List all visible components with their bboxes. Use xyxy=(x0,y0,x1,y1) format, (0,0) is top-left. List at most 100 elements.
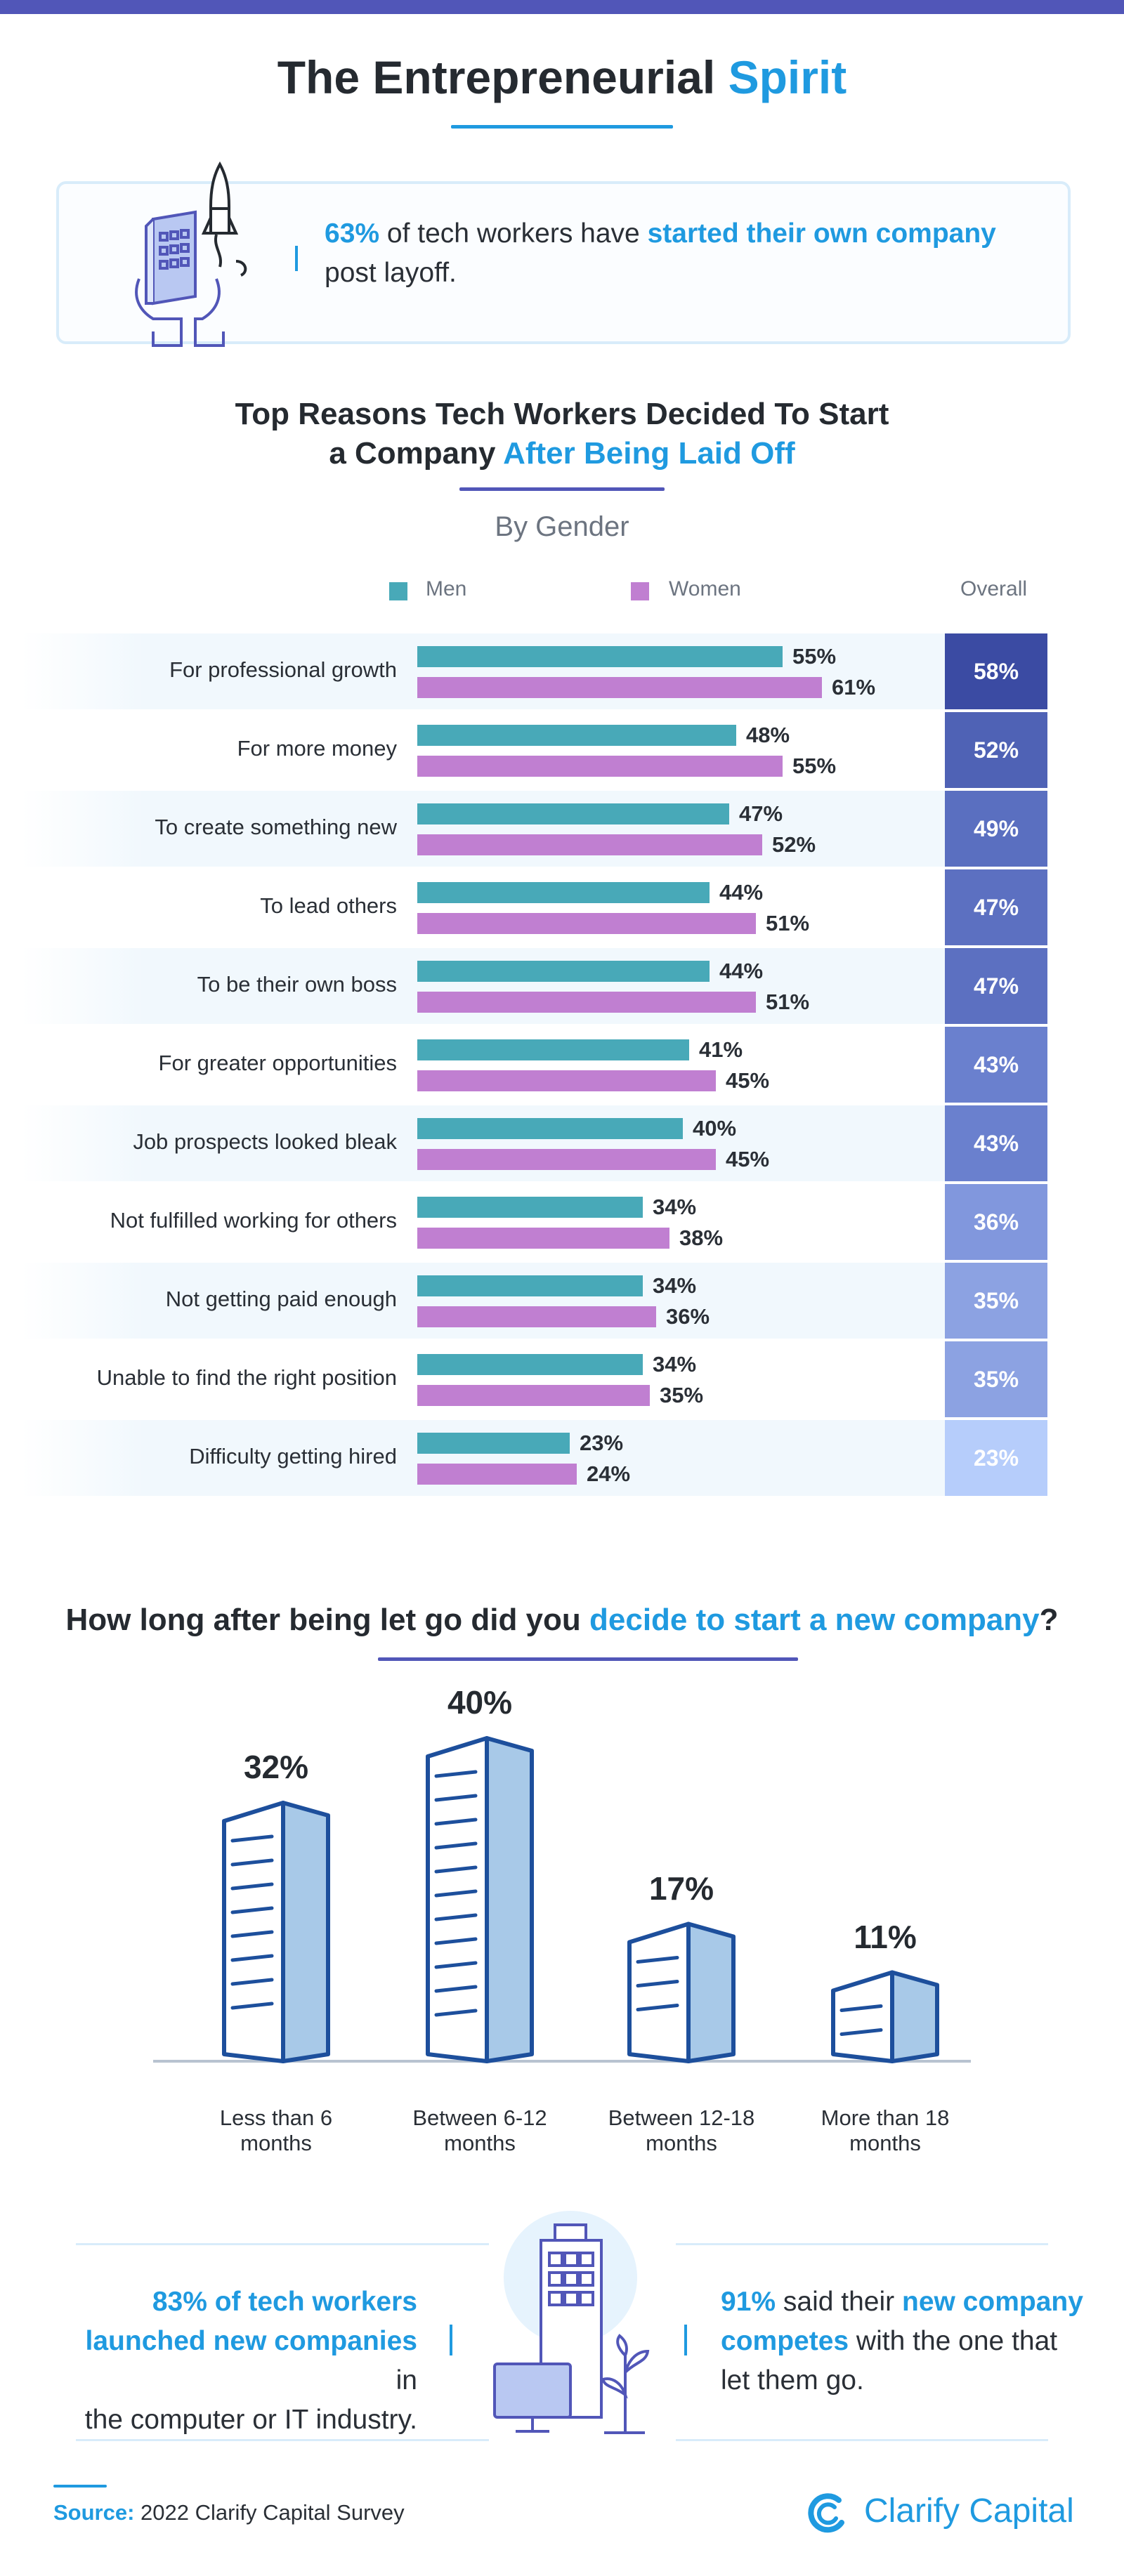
bar-men-label: 47% xyxy=(739,801,783,826)
building-window-stripe xyxy=(636,2004,679,2011)
title-part2: Spirit xyxy=(728,51,847,103)
bar-women-label: 38% xyxy=(679,1225,724,1250)
intro-highlight: started their own company xyxy=(647,218,996,249)
building-side xyxy=(485,1736,534,2063)
bottom-right-percent: 91% xyxy=(721,2287,776,2317)
bar-men-label: 40% xyxy=(693,1116,737,1141)
bar-women-label: 45% xyxy=(726,1068,770,1093)
building-side xyxy=(686,1921,736,2063)
building-category-line: Less than 6 xyxy=(219,2105,333,2130)
bar-women-label: 24% xyxy=(587,1461,631,1486)
title-underline xyxy=(451,125,673,129)
category-label: To be their own boss xyxy=(197,972,397,997)
bottom-left-stat: 83% of tech workers launched new compani… xyxy=(60,2282,417,2440)
bar-men-label: 48% xyxy=(746,723,790,747)
bar-men-label: 41% xyxy=(699,1037,743,1062)
computer-monitor-icon xyxy=(493,2363,572,2433)
intro-stat: 63% of tech workers have started their o… xyxy=(325,214,1013,293)
bar-women xyxy=(417,913,756,934)
intro-percent: 63% xyxy=(325,218,380,249)
bottom-left-top-line xyxy=(76,2243,489,2245)
legend-overall-label: Overall xyxy=(960,577,1028,600)
legend-men-label: Men xyxy=(426,577,467,600)
timing-question: How long after being let go did you deci… xyxy=(0,1603,1124,1638)
bar-women xyxy=(417,677,822,698)
bar-women-label: 36% xyxy=(666,1304,710,1329)
building-window-stripe xyxy=(230,1930,274,1938)
intro-divider xyxy=(295,246,298,271)
building-window-stripe xyxy=(434,1865,478,1874)
bar-women-label: 55% xyxy=(792,754,837,778)
bar-men xyxy=(417,1275,643,1296)
rocket-building-icon xyxy=(135,161,247,347)
bar-men xyxy=(417,961,710,982)
bar-men-label: 34% xyxy=(653,1273,697,1298)
intro-text-a: of tech workers have xyxy=(386,218,640,249)
bottom-left-divider xyxy=(450,2325,452,2355)
bar-women xyxy=(417,1464,577,1485)
bar-men xyxy=(417,882,710,903)
bar-women xyxy=(417,1149,716,1170)
building-window-stripe xyxy=(434,1841,478,1850)
bottom-left-bottom-line xyxy=(76,2439,489,2441)
bar-women xyxy=(417,834,762,855)
bottom-left-text-2: in xyxy=(396,2365,417,2396)
building-category-line: More than 18 xyxy=(821,2105,950,2130)
building-window-stripe xyxy=(230,2002,274,2010)
overall-cell: 49% xyxy=(945,791,1047,867)
bar-women xyxy=(417,756,783,777)
overall-cell: 23% xyxy=(945,1420,1047,1496)
building-window-stripe xyxy=(230,1834,274,1843)
building-window-stripe xyxy=(434,1985,478,1993)
source-label: Source: xyxy=(53,2500,135,2525)
category-label: For professional growth xyxy=(169,657,397,682)
overall-cell: 47% xyxy=(945,948,1047,1024)
legend-women-label: Women xyxy=(669,577,741,600)
building-category-line: Between 6-12 xyxy=(412,2105,547,2130)
building-window-stripe xyxy=(839,2004,883,2012)
bottom-right-bottom-line xyxy=(676,2439,1048,2441)
bar-women xyxy=(417,992,756,1013)
building-window-stripe xyxy=(636,1980,679,1987)
building-value-label: 32% xyxy=(243,1749,309,1785)
building-window-stripe xyxy=(434,1818,478,1826)
bar-men xyxy=(417,646,783,667)
bottom-left-text-3: the computer or IT industry. xyxy=(84,2405,417,2435)
bar-women-label: 35% xyxy=(660,1383,704,1407)
category-label: To create something new xyxy=(155,815,397,839)
bottom-right-highlight-2: competes xyxy=(721,2326,849,2356)
timing-buildings-chart xyxy=(153,1736,971,2063)
bar-men-label: 44% xyxy=(719,880,764,905)
bar-women xyxy=(417,1385,650,1406)
bar-women xyxy=(417,1306,656,1327)
reasons-title-highlight: After Being Laid Off xyxy=(503,436,795,471)
legend-women-swatch xyxy=(631,582,649,600)
category-label: Difficulty getting hired xyxy=(189,1444,397,1468)
category-label: For greater opportunities xyxy=(158,1051,397,1075)
timing-question-plain: How long after being let go did you xyxy=(65,1603,581,1637)
office-computer-icon xyxy=(493,2211,650,2434)
bottom-left-highlight-1: 83% of tech workers xyxy=(152,2287,417,2317)
overall-cell: 47% xyxy=(945,869,1047,945)
bar-men xyxy=(417,1354,643,1375)
bottom-right-stat: 91% said their new company competes with… xyxy=(721,2282,1100,2400)
bottom-right-top-line xyxy=(676,2243,1048,2245)
bar-men xyxy=(417,1433,570,1454)
category-label: Not getting paid enough xyxy=(165,1287,397,1311)
building-window-stripe xyxy=(839,2028,883,2036)
bottom-right-text-2: with the one that xyxy=(856,2326,1058,2356)
clarify-capital-logo-icon xyxy=(808,2493,844,2533)
building-front xyxy=(627,1921,691,2063)
building-window-stripe xyxy=(434,1794,478,1802)
building-window-stripe xyxy=(636,1956,679,1964)
reasons-title-line1: Top Reasons Tech Workers Decided To Star… xyxy=(235,397,889,431)
reasons-subtitle: By Gender xyxy=(495,511,629,542)
overall-cell: 36% xyxy=(945,1184,1047,1260)
bar-men xyxy=(417,803,729,824)
overall-cell: 35% xyxy=(945,1341,1047,1417)
building-window-stripe xyxy=(434,1937,478,1945)
category-label: For more money xyxy=(237,736,397,761)
intro-text-b: post layoff. xyxy=(325,258,457,288)
bar-men xyxy=(417,725,736,746)
overall-cell: 43% xyxy=(945,1027,1047,1103)
